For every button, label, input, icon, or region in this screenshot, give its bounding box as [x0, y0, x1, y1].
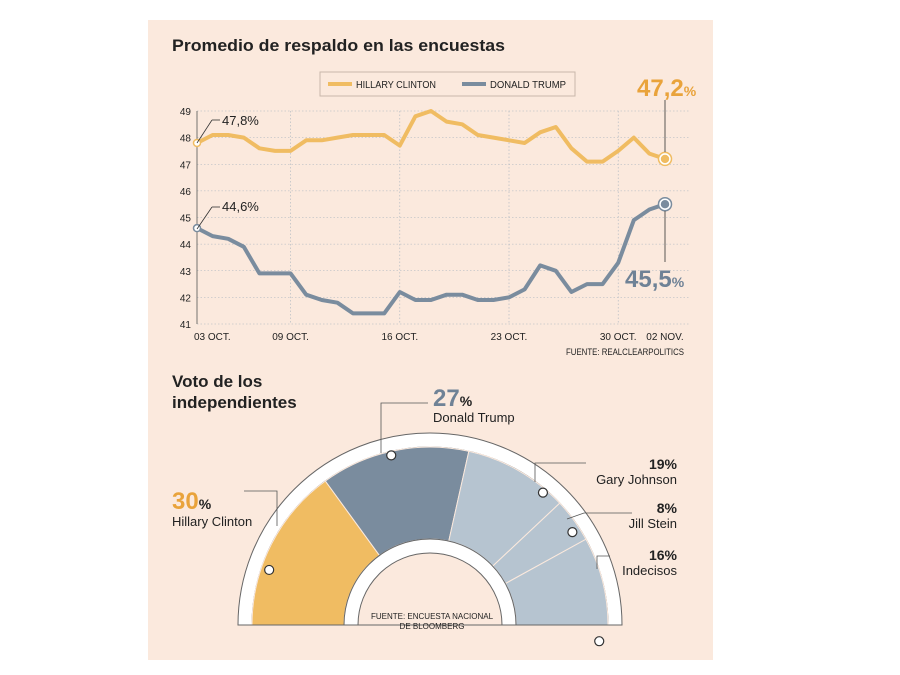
pie-title-line1: Voto de los [172, 372, 262, 391]
trump-slice-value: 27 [433, 385, 460, 412]
x-tick-label: 03 OCT. [194, 332, 231, 343]
trump-start-leader [196, 206, 213, 230]
stein-slice-value: 8 [657, 500, 665, 516]
pie-title-line2: independientes [172, 393, 297, 412]
clinton-slice-value: 30 [172, 488, 199, 515]
y-tick-label: 45 [180, 214, 192, 225]
stein-slice-unit: % [665, 500, 678, 516]
trump-end-unit: % [672, 274, 685, 290]
stein-slice-value-label: 8% [657, 500, 678, 516]
pie-source-line2: DE BLOOMBERG [400, 622, 465, 631]
undecided-slice-name: Indecisos [622, 563, 677, 578]
legend: HILLARY CLINTON DONALD TRUMP [319, 71, 576, 97]
clinton-start-label: 47,8% [222, 113, 259, 128]
x-tick-label: 23 OCT. [491, 332, 528, 343]
y-tick-label: 49 [180, 107, 192, 118]
stein-slice-name: Jill Stein [629, 516, 677, 531]
johnson-slice-name: Gary Johnson [596, 472, 677, 487]
semicircle-labels: 30% Hillary Clinton 27% Donald Trump 19%… [172, 385, 678, 647]
y-tick-label: 46 [180, 187, 192, 198]
line-chart-source: FUENTE: REALCLEARPOLITICS [566, 347, 684, 357]
y-tick-label: 43 [180, 267, 192, 278]
clinton-end-label: 47,2% [637, 75, 697, 102]
johnson-slice-unit: % [665, 456, 678, 472]
trump-slice-unit: % [460, 393, 473, 409]
y-tick-label: 44 [180, 240, 192, 251]
undecided-slice-leader [596, 555, 610, 569]
stein-slice-leader [566, 512, 632, 520]
clinton-slice-marker [264, 564, 275, 576]
line-chart-title: Promedio de respaldo en las encuestas [172, 36, 505, 55]
legend-label-clinton: HILLARY CLINTON [356, 80, 436, 91]
undecided-slice-marker [594, 636, 605, 647]
clinton-slice-unit: % [199, 496, 212, 512]
x-tick-label: 30 OCT. [600, 332, 637, 343]
trump-slice-marker [386, 450, 397, 461]
y-tick-label: 41 [180, 320, 192, 331]
johnson-slice-value-label: 19% [649, 456, 678, 472]
trump-slice-leader [380, 402, 428, 453]
undecided-slice-unit: % [665, 547, 678, 563]
series-lines [195, 109, 667, 316]
semicircle-chart [237, 432, 623, 626]
undecided-slice-value-label: 16% [649, 547, 678, 563]
x-axis: 03 OCT. 09 OCT. 16 OCT. 23 OCT. 30 OCT. 02 NO… [194, 332, 684, 343]
clinton-slice-leader [244, 490, 278, 526]
johnson-slice-leader [534, 462, 586, 482]
clinton-slice-name: Hillary Clinton [172, 514, 252, 529]
stein-slice-marker [567, 527, 578, 538]
clinton-end-value: 47,2 [637, 75, 684, 102]
clinton-end-unit: % [684, 83, 697, 99]
x-tick-label: 02 NOV. [646, 332, 683, 343]
johnson-slice-value: 19 [649, 456, 665, 472]
clinton-slice-value-label: 30% [172, 488, 212, 515]
trump-end-marker [660, 199, 670, 209]
trump-end-label: 45,5% [625, 266, 685, 293]
clinton-series-line [195, 109, 667, 164]
y-tick-label: 48 [180, 134, 192, 145]
x-tick-label: 16 OCT. [381, 332, 418, 343]
x-tick-label: 09 OCT. [272, 332, 309, 343]
trump-slice-value-label: 27% [433, 385, 473, 412]
legend-label-trump: DONALD TRUMP [490, 80, 566, 91]
johnson-slice-marker [537, 487, 549, 498]
pie-source-line1: FUENTE: ENCUESTA NACIONAL [371, 612, 494, 621]
clinton-start-leader [196, 119, 213, 144]
undecided-slice-value: 16 [649, 547, 665, 563]
trump-start-label: 44,6% [222, 199, 259, 214]
clinton-end-marker [660, 154, 670, 164]
trump-end-value: 45,5 [625, 266, 672, 293]
y-tick-label: 42 [180, 293, 192, 304]
y-tick-label: 47 [180, 160, 192, 171]
legend-box [319, 71, 576, 97]
trump-slice-name: Donald Trump [433, 410, 515, 425]
trump-series-line [195, 202, 667, 316]
